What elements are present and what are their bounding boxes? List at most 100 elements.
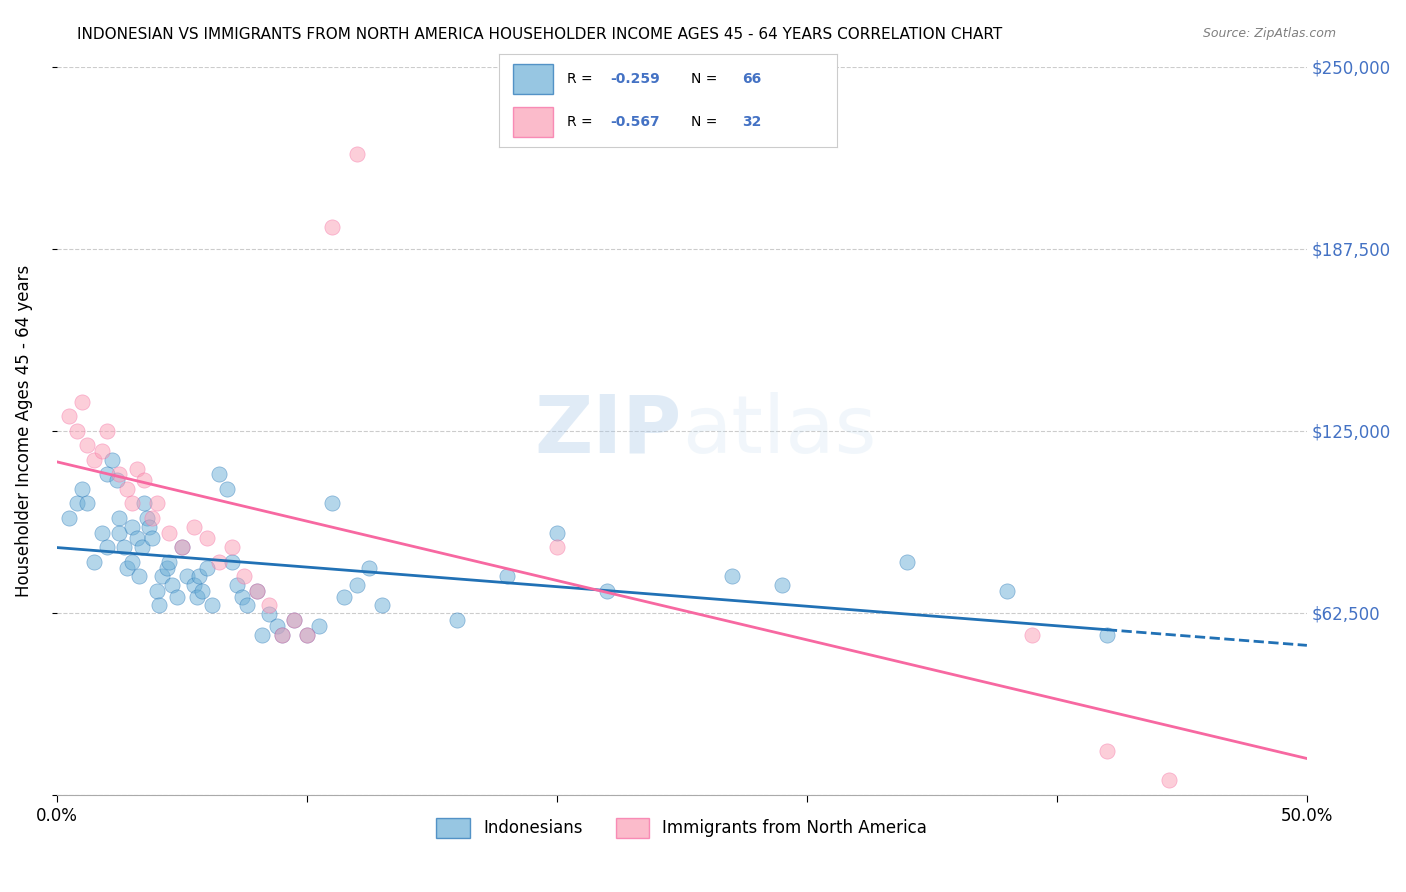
Point bbox=[321, 496, 343, 510]
Text: R =: R = bbox=[567, 115, 596, 128]
Point bbox=[221, 540, 243, 554]
Point bbox=[186, 590, 208, 604]
Point bbox=[770, 578, 793, 592]
Point bbox=[235, 599, 257, 613]
Point bbox=[138, 520, 160, 534]
Point bbox=[190, 583, 212, 598]
Point bbox=[188, 569, 211, 583]
Point bbox=[257, 607, 280, 621]
Point bbox=[128, 569, 150, 583]
Point bbox=[96, 424, 118, 438]
Point bbox=[295, 627, 318, 641]
Point bbox=[76, 496, 98, 510]
Point bbox=[141, 511, 163, 525]
Point bbox=[495, 569, 517, 583]
Point bbox=[131, 540, 153, 554]
Text: Source: ZipAtlas.com: Source: ZipAtlas.com bbox=[1202, 27, 1336, 40]
Point bbox=[141, 532, 163, 546]
Point bbox=[250, 627, 273, 641]
Point bbox=[170, 540, 193, 554]
Point bbox=[246, 583, 269, 598]
Point bbox=[270, 627, 292, 641]
Point bbox=[112, 540, 135, 554]
Point bbox=[108, 525, 131, 540]
Point bbox=[65, 496, 87, 510]
Point bbox=[150, 569, 173, 583]
Point bbox=[1095, 744, 1118, 758]
Point bbox=[308, 619, 330, 633]
Text: N =: N = bbox=[692, 115, 723, 128]
Point bbox=[1159, 773, 1181, 788]
Point bbox=[176, 569, 198, 583]
Point bbox=[121, 520, 143, 534]
Point bbox=[115, 560, 138, 574]
Legend: Indonesians, Immigrants from North America: Indonesians, Immigrants from North Ameri… bbox=[430, 811, 934, 845]
Text: ZIP: ZIP bbox=[534, 392, 682, 470]
Point bbox=[70, 394, 93, 409]
Point bbox=[231, 590, 253, 604]
Point bbox=[283, 613, 305, 627]
FancyBboxPatch shape bbox=[513, 107, 553, 136]
Point bbox=[76, 438, 98, 452]
Point bbox=[135, 511, 157, 525]
Point bbox=[208, 467, 231, 482]
Point bbox=[134, 496, 156, 510]
Point bbox=[346, 147, 368, 161]
Point bbox=[546, 540, 568, 554]
Point bbox=[446, 613, 468, 627]
Point bbox=[596, 583, 619, 598]
Point bbox=[195, 532, 218, 546]
Point bbox=[157, 525, 180, 540]
Point bbox=[108, 511, 131, 525]
Text: -0.567: -0.567 bbox=[610, 115, 659, 128]
Point bbox=[83, 555, 105, 569]
Point bbox=[295, 627, 318, 641]
Text: -0.259: -0.259 bbox=[610, 72, 661, 86]
Point bbox=[166, 590, 188, 604]
Point bbox=[157, 555, 180, 569]
Point bbox=[225, 578, 247, 592]
Point bbox=[58, 409, 80, 423]
Point bbox=[125, 461, 148, 475]
Point bbox=[108, 467, 131, 482]
Point bbox=[105, 473, 128, 487]
Point bbox=[195, 560, 218, 574]
Point bbox=[896, 555, 918, 569]
Point bbox=[96, 467, 118, 482]
Point bbox=[70, 482, 93, 496]
Point bbox=[115, 482, 138, 496]
Point bbox=[270, 627, 292, 641]
Point bbox=[546, 525, 568, 540]
Point bbox=[201, 599, 224, 613]
Point bbox=[183, 520, 205, 534]
Text: atlas: atlas bbox=[682, 392, 876, 470]
Text: N =: N = bbox=[692, 72, 723, 86]
Text: 32: 32 bbox=[742, 115, 762, 128]
Point bbox=[90, 525, 112, 540]
Point bbox=[233, 569, 256, 583]
Point bbox=[145, 583, 167, 598]
Point bbox=[125, 532, 148, 546]
Point bbox=[246, 583, 269, 598]
Text: 66: 66 bbox=[742, 72, 761, 86]
Point bbox=[121, 555, 143, 569]
Point bbox=[1021, 627, 1043, 641]
Y-axis label: Householder Income Ages 45 - 64 years: Householder Income Ages 45 - 64 years bbox=[15, 265, 32, 597]
Point bbox=[156, 560, 179, 574]
Point bbox=[96, 540, 118, 554]
Point bbox=[221, 555, 243, 569]
Point bbox=[145, 496, 167, 510]
FancyBboxPatch shape bbox=[513, 64, 553, 94]
Point bbox=[100, 452, 122, 467]
Point bbox=[346, 578, 368, 592]
Point bbox=[1095, 627, 1118, 641]
Point bbox=[65, 424, 87, 438]
Point bbox=[257, 599, 280, 613]
Point bbox=[208, 555, 231, 569]
Point bbox=[321, 219, 343, 234]
Point bbox=[215, 482, 238, 496]
Point bbox=[283, 613, 305, 627]
Text: R =: R = bbox=[567, 72, 596, 86]
Point bbox=[160, 578, 183, 592]
Point bbox=[90, 444, 112, 458]
